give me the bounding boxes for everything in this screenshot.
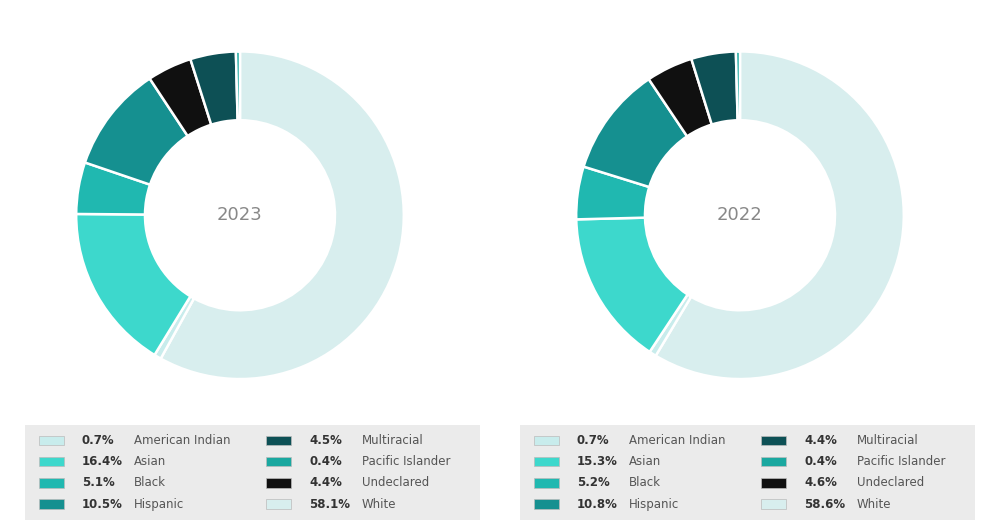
FancyBboxPatch shape [266,436,291,445]
Wedge shape [154,296,194,359]
FancyBboxPatch shape [761,457,786,466]
FancyBboxPatch shape [534,478,559,488]
Text: 0.7%: 0.7% [82,434,114,447]
Wedge shape [85,79,188,185]
Text: Hispanic: Hispanic [134,498,184,511]
FancyBboxPatch shape [761,478,786,488]
Text: 2022: 2022 [717,206,763,224]
FancyBboxPatch shape [506,423,989,522]
Text: 0.7%: 0.7% [577,434,610,447]
Text: Undeclared: Undeclared [362,476,429,489]
FancyBboxPatch shape [39,478,64,488]
Text: 4.5%: 4.5% [309,434,342,447]
Text: Multiracial: Multiracial [362,434,423,447]
FancyBboxPatch shape [266,478,291,488]
Text: Pacific Islander: Pacific Islander [362,455,450,468]
Wedge shape [76,162,150,215]
Wedge shape [691,51,738,124]
FancyBboxPatch shape [761,499,786,509]
Text: 0.4%: 0.4% [804,455,837,468]
FancyBboxPatch shape [761,436,786,445]
Text: 2023: 2023 [217,206,263,224]
Text: Asian: Asian [629,455,661,468]
Text: American Indian: American Indian [629,434,726,447]
Text: 58.1%: 58.1% [309,498,350,511]
Wedge shape [150,59,211,136]
Wedge shape [161,51,404,379]
Text: Hispanic: Hispanic [629,498,679,511]
FancyBboxPatch shape [39,499,64,509]
Wedge shape [649,59,712,137]
FancyBboxPatch shape [534,499,559,509]
FancyBboxPatch shape [11,423,494,522]
Text: Asian: Asian [134,455,166,468]
Text: 4.6%: 4.6% [804,476,837,489]
FancyBboxPatch shape [534,457,559,466]
Wedge shape [656,51,904,379]
Text: 10.8%: 10.8% [577,498,618,511]
Wedge shape [576,218,688,352]
Text: 0.4%: 0.4% [309,455,342,468]
Text: 58.6%: 58.6% [804,498,846,511]
Text: 4.4%: 4.4% [309,476,342,489]
Text: 16.4%: 16.4% [82,455,123,468]
Text: Black: Black [629,476,661,489]
FancyBboxPatch shape [39,457,64,466]
Text: Pacific Islander: Pacific Islander [857,455,945,468]
Text: 10.5%: 10.5% [82,498,123,511]
FancyBboxPatch shape [266,499,291,509]
Text: White: White [362,498,396,511]
Text: 5.2%: 5.2% [577,476,610,489]
Wedge shape [736,51,740,120]
Text: Undeclared: Undeclared [857,476,924,489]
Wedge shape [576,166,649,219]
Wedge shape [190,51,238,125]
FancyBboxPatch shape [534,436,559,445]
Text: American Indian: American Indian [134,434,231,447]
Text: 4.4%: 4.4% [804,434,837,447]
Wedge shape [650,295,691,356]
Wedge shape [584,79,687,187]
Wedge shape [76,214,190,355]
FancyBboxPatch shape [39,436,64,445]
Wedge shape [236,51,240,120]
Text: 15.3%: 15.3% [577,455,618,468]
Text: White: White [857,498,891,511]
Text: Multiracial: Multiracial [857,434,918,447]
Text: 5.1%: 5.1% [82,476,115,489]
FancyBboxPatch shape [266,457,291,466]
Text: Black: Black [134,476,166,489]
